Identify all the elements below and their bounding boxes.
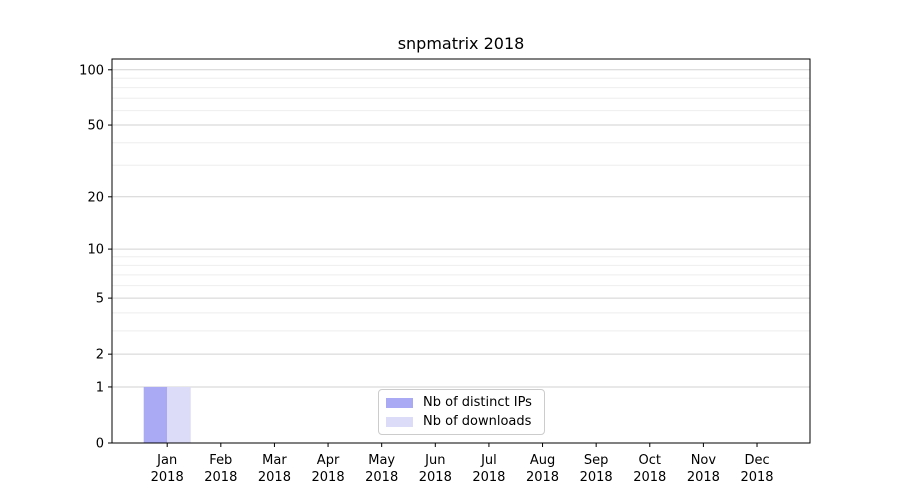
x-tick-label-month: Jan: [156, 453, 177, 468]
y-tick-label: 100: [79, 63, 104, 78]
x-tick-label-year: 2018: [740, 470, 773, 485]
x-tick-label-month: Sep: [584, 453, 609, 468]
x-tick-label-month: Jul: [480, 453, 497, 468]
legend-swatch-downloads-icon: [386, 416, 413, 427]
legend-label-downloads: Nb of downloads: [423, 414, 532, 429]
y-tick-label: 10: [87, 243, 104, 258]
x-tick-label-year: 2018: [472, 470, 505, 485]
plot-border: [111, 58, 811, 444]
x-tick-label-year: 2018: [151, 470, 184, 485]
legend-item-downloads: Nb of downloads: [386, 414, 544, 430]
plot-background: [112, 59, 810, 443]
x-tick-label-month: Oct: [639, 453, 661, 468]
y-tick-label: 1: [96, 380, 104, 395]
x-tick-label-year: 2018: [419, 470, 452, 485]
x-tick-label-month: Jun: [424, 453, 445, 468]
x-tick-label-year: 2018: [258, 470, 291, 485]
x-tick-label-month: Apr: [317, 453, 340, 468]
bar-nb-of-downloads: [167, 386, 191, 443]
x-tick-label-month: May: [368, 453, 395, 468]
x-tick-label-year: 2018: [687, 470, 720, 485]
legend-label-distinct-ips: Nb of distinct IPs: [423, 395, 532, 410]
y-tick-label: 5: [96, 292, 104, 307]
x-tick-label-month: Mar: [262, 453, 287, 468]
x-tick-label-year: 2018: [526, 470, 559, 485]
x-tick-label-month: Aug: [530, 453, 555, 468]
y-tick-label: 50: [87, 119, 104, 134]
bar-nb-of-distinct-ips: [143, 386, 168, 443]
y-tick-label: 0: [96, 437, 104, 452]
x-tick-label-year: 2018: [365, 470, 398, 485]
x-tick-label-year: 2018: [580, 470, 613, 485]
legend-item-distinct-ips: Nb of distinct IPs: [386, 395, 544, 411]
y-tick-label: 20: [87, 190, 104, 205]
x-tick-label-year: 2018: [633, 470, 666, 485]
x-tick-label-month: Feb: [209, 453, 232, 468]
x-tick-label-month: Nov: [691, 453, 717, 468]
chart-title: snpmatrix 2018: [397, 34, 525, 53]
legend: Nb of distinct IPs Nb of downloads: [378, 389, 545, 435]
x-tick-label-month: Dec: [744, 453, 769, 468]
x-tick-label-year: 2018: [312, 470, 345, 485]
legend-swatch-distinct-ips-icon: [386, 397, 413, 408]
x-tick-label-year: 2018: [204, 470, 237, 485]
y-tick-label: 2: [96, 348, 104, 363]
